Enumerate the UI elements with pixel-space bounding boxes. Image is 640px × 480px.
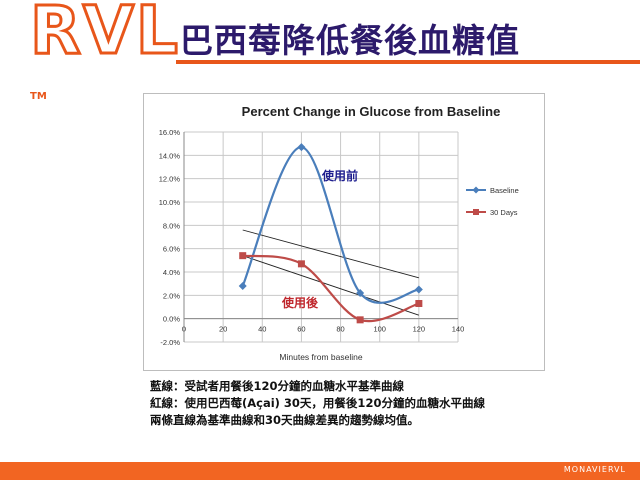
x-tick-label: 80	[336, 325, 344, 334]
footer-brand: MONAVIERVL	[563, 465, 626, 474]
chart-container: Percent Change in Glucose from Baseline -…	[143, 93, 545, 371]
caption-line-blue: 藍線：受試者用餐後120分鐘的血糖水平基準曲線	[150, 379, 405, 393]
series-line-1	[242, 254, 420, 323]
rvl-logo: RVL	[29, 0, 180, 69]
y-tick-label: 4.0%	[163, 268, 180, 277]
y-tick-label: 0.0%	[163, 315, 180, 324]
x-tick-label: 140	[452, 325, 465, 334]
caption-line-red: 紅線：使用巴西莓(Açai) 30天，用餐後120分鐘的血糖水平曲線	[150, 396, 485, 410]
y-tick-label: 10.0%	[159, 198, 181, 207]
x-tick-label: 40	[258, 325, 266, 334]
data-point-0	[238, 282, 247, 290]
series-line-0	[241, 146, 420, 304]
annotation-label: 使用後	[281, 295, 319, 310]
chart-title: Percent Change in Glucose from Baseline	[242, 104, 501, 119]
legend-marker-0	[472, 186, 480, 194]
y-tick-label: 8.0%	[163, 221, 180, 230]
data-point-1	[415, 300, 423, 307]
y-tick-label: 16.0%	[159, 128, 181, 137]
x-axis-label: Minutes from baseline	[279, 352, 362, 362]
slide-title: 巴西莓降低餐後血糖值	[180, 21, 520, 60]
title-underline	[176, 60, 640, 64]
data-point-0	[297, 143, 306, 152]
annotation-label: 使用前	[321, 168, 358, 183]
x-tick-label: 60	[297, 325, 305, 334]
trendline	[242, 255, 420, 316]
glucose-chart: Percent Change in Glucose from Baseline -…	[159, 104, 519, 362]
legend-marker-1	[473, 209, 479, 215]
caption-line-trend: 兩條直線為基準曲線和30天曲線差異的趨勢線均值。	[150, 413, 420, 427]
trademark-label: TM	[30, 91, 47, 102]
legend-label-0: Baseline	[490, 186, 519, 195]
data-point-1	[239, 252, 247, 260]
y-tick-label: 14.0%	[159, 151, 181, 160]
y-tick-label: 6.0%	[163, 245, 180, 254]
data-point-1	[356, 316, 364, 324]
caption: 藍線：受試者用餐後120分鐘的血糖水平基準曲線 紅線：使用巴西莓(Açai) 3…	[150, 378, 620, 429]
legend-label-1: 30 Days	[490, 208, 518, 217]
data-point-0	[356, 289, 365, 297]
data-point-0	[414, 285, 423, 294]
y-tick-label: 12.0%	[159, 175, 181, 184]
trendline	[242, 229, 419, 279]
footer-bar: MONAVIERVL	[0, 462, 640, 480]
y-tick-label: 2.0%	[163, 291, 180, 300]
data-point-1	[297, 260, 305, 268]
x-tick-label: 100	[373, 325, 386, 334]
x-tick-label: 20	[219, 325, 227, 334]
x-tick-label: 120	[413, 325, 426, 334]
y-tick-label: -2.0%	[160, 338, 180, 347]
